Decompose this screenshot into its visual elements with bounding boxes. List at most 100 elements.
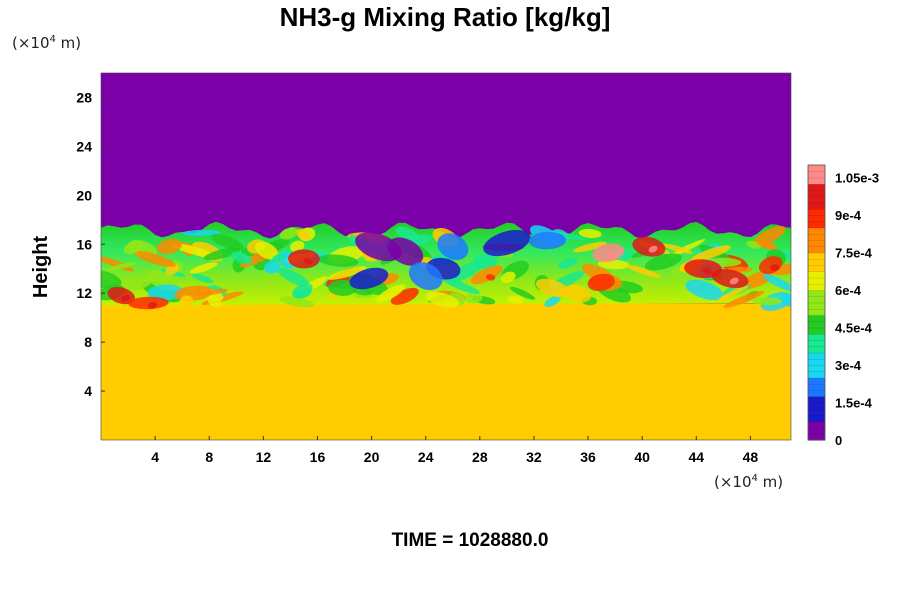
colorbar-band [807, 246, 826, 254]
mixing-blob [746, 240, 762, 249]
mixing-blob [126, 275, 154, 292]
colorbar-tick-label: 4.5e-4 [835, 321, 873, 336]
mixing-blob [295, 229, 310, 240]
mixing-blob [644, 253, 682, 271]
mixing-blob [535, 278, 570, 298]
mixing-blob [501, 271, 516, 283]
mixing-blob [277, 267, 310, 287]
colorbar-band [807, 408, 826, 416]
colorbar-tick-label: 7.5e-4 [835, 246, 873, 261]
mixing-blob [762, 273, 791, 293]
plot-frame [100, 72, 792, 441]
colorbar-band [807, 321, 826, 329]
mixing-blob [194, 288, 229, 296]
time-label: TIME = 1028880.0 [391, 530, 549, 551]
mixing-blob [327, 266, 367, 280]
mixing-blob [292, 283, 313, 299]
colorbar-band [807, 389, 826, 397]
mixing-blob [510, 286, 536, 300]
y-tick-label: 16 [76, 236, 92, 252]
colorbar-band [807, 377, 826, 385]
colorbar-band [807, 196, 826, 204]
x-tick-label: 28 [472, 449, 488, 465]
mixing-blob [711, 268, 749, 289]
colorbar-band [807, 402, 826, 410]
mixing-blob [255, 241, 279, 260]
x-tick-label: 24 [418, 449, 434, 465]
mixing-blob [120, 294, 130, 302]
colorbar-band [807, 333, 826, 341]
colorbar-band [807, 308, 826, 316]
colorbar-tick-label: 1.5e-4 [835, 396, 873, 411]
colorbar-band [807, 302, 826, 310]
colorbar-band [807, 177, 826, 185]
mixing-blob [483, 229, 531, 257]
y-tick-label: 8 [84, 334, 92, 350]
mixing-blob [351, 286, 373, 296]
mixing-blob [758, 239, 777, 251]
mixing-blob [123, 240, 143, 255]
plot-area [101, 73, 791, 440]
mixing-blob [165, 264, 179, 276]
y-axis-unit: (×104 m) [12, 34, 82, 52]
colorbar-band [807, 221, 826, 229]
colorbar-band [807, 277, 826, 285]
y-tick-label: 4 [84, 383, 92, 399]
colorbar-band [807, 358, 826, 366]
colorbar-band [807, 427, 826, 435]
mixing-blob [191, 273, 214, 284]
colorbar-band [807, 227, 826, 235]
colorbar-band [807, 289, 826, 297]
colorbar-band [807, 183, 826, 191]
chart-title: NH3-g Mixing Ratio [kg/kg] [279, 2, 611, 32]
mixing-blob [446, 260, 484, 284]
colorbar-tick-label: 9e-4 [835, 208, 862, 223]
colorbar-band [807, 214, 826, 222]
x-axis-unit: (×104 m) [714, 473, 784, 491]
mixing-blob [203, 247, 241, 261]
colorbar-border [807, 164, 826, 441]
mixing-blob [592, 243, 625, 263]
colorbar-band [807, 339, 826, 347]
mixing-blob [180, 295, 194, 307]
mixing-blob [625, 264, 662, 278]
mixing-blob [408, 262, 443, 291]
mixing-blob [729, 277, 739, 285]
mixing-blob [717, 285, 749, 302]
colorbar-band [807, 252, 826, 260]
mixing-blob [507, 295, 524, 304]
mixing-blob [723, 290, 765, 308]
x-tick-label: 8 [205, 449, 213, 465]
mixing-blob [528, 231, 567, 250]
y-tick-label: 24 [76, 138, 92, 154]
mixing-blob [128, 296, 169, 310]
colorbar-band [807, 327, 826, 335]
colorbar-band [807, 314, 826, 322]
mixing-blob [318, 254, 359, 267]
colorbar-band [807, 396, 826, 404]
mixing-blob [279, 227, 298, 240]
mixing-blob [702, 267, 712, 275]
x-tick-label: 32 [526, 449, 542, 465]
mixing-blob [264, 261, 281, 274]
mixing-blob [101, 270, 122, 289]
colorbar-band [807, 258, 826, 266]
colorbar-band [807, 352, 826, 360]
mixing-blob [441, 277, 480, 294]
colorbar: 0 1.5e-4 3e-4 4.5e-4 6e-4 7.5e-4 9e-4 1.05e-3 [807, 164, 879, 448]
mixing-blob [390, 287, 419, 305]
mixing-blob [230, 251, 253, 264]
colorbar-tick-label: 0 [835, 433, 842, 448]
mixing-blob [303, 258, 313, 265]
mixing-blob [563, 284, 592, 303]
plot-border [100, 72, 792, 441]
colorbar-band [807, 171, 826, 179]
mixing-blob [578, 228, 602, 239]
mixing-blob [632, 236, 666, 257]
colorbar-band [807, 164, 826, 172]
mixing-blob [172, 243, 215, 258]
mixing-blob [685, 279, 724, 301]
colorbar-band [807, 296, 826, 304]
mixing-blob [485, 274, 496, 281]
